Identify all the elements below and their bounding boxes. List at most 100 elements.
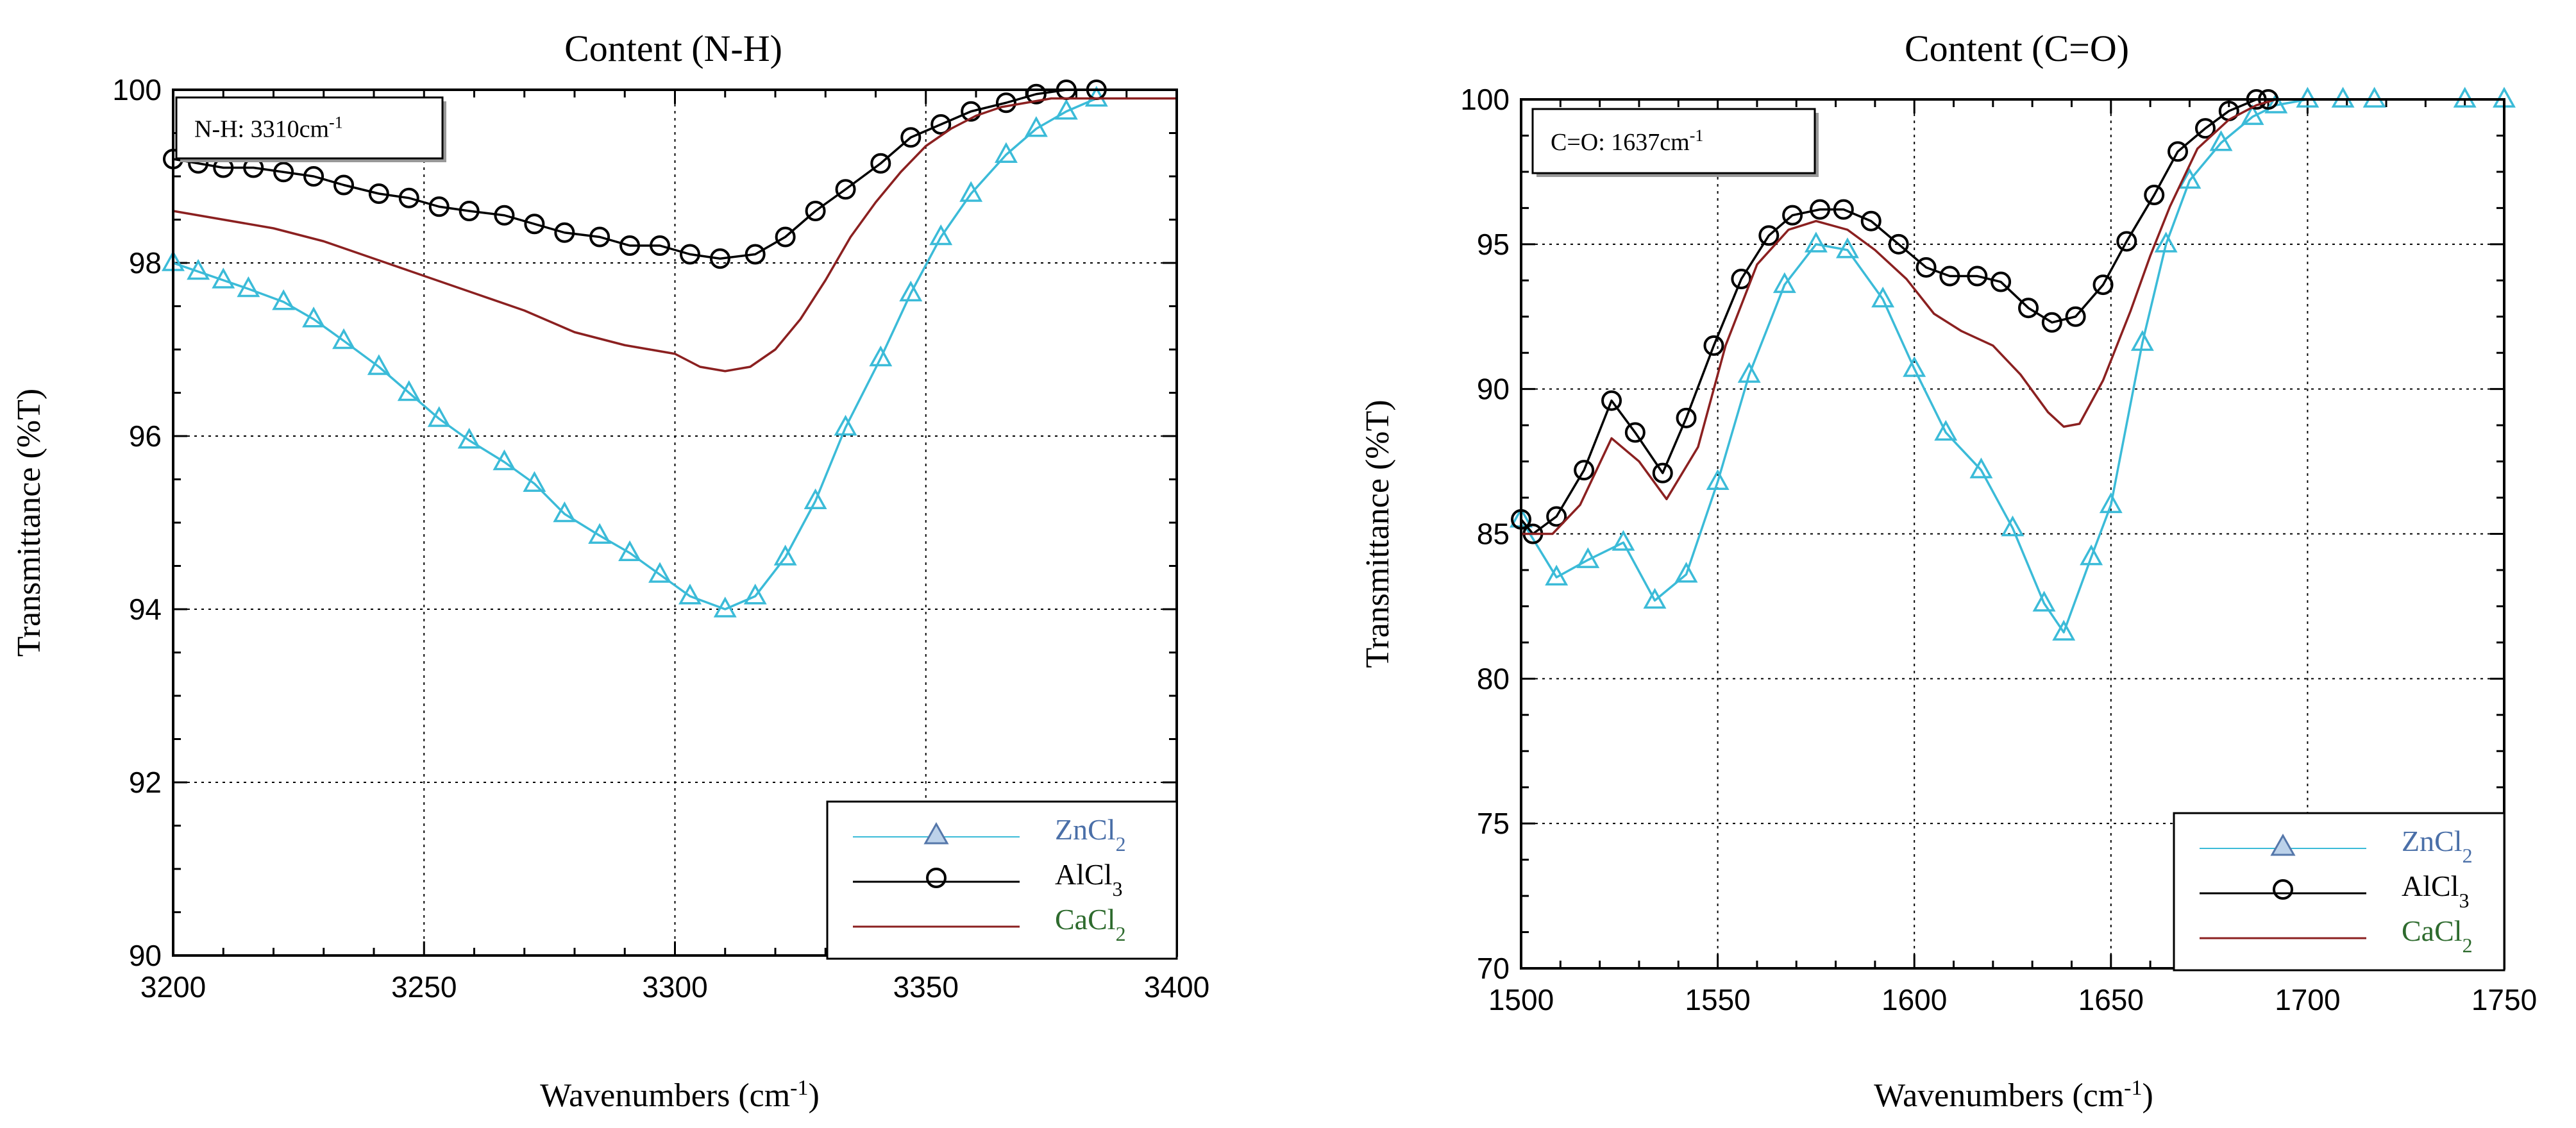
data-point [805, 201, 826, 221]
y-tick-label: 92 [129, 766, 162, 799]
data-point [2178, 167, 2201, 189]
y-axis-label: Transmittance (%T) [11, 389, 47, 657]
data-point [1967, 265, 1988, 287]
x-tick-label: 3200 [140, 970, 206, 1004]
data-point [930, 114, 952, 135]
y-tick-label: 80 [1477, 662, 1510, 695]
series-zncl2 [162, 85, 1108, 618]
data-point [2065, 306, 2086, 327]
x-axis-label: Wavenumbers (cm-1) [1874, 1076, 2153, 1115]
data-point [709, 248, 730, 269]
legend-label: CaCl2 [2402, 914, 2473, 957]
legend-marker [2273, 879, 2293, 900]
data-point [2453, 87, 2477, 108]
data-point [995, 92, 1016, 114]
annotation-box [175, 96, 444, 160]
plot-frame [172, 88, 1178, 957]
x-tick-label: 1750 [2471, 983, 2537, 1016]
plot-frame [1520, 98, 2505, 970]
data-point [367, 354, 391, 375]
data-point [273, 162, 294, 183]
data-point [1546, 506, 1567, 527]
data-point [994, 142, 1018, 163]
data-point [524, 214, 545, 235]
data-point [1833, 199, 1854, 220]
data-point [1574, 460, 1595, 481]
data-point [2052, 619, 2076, 641]
data-point [212, 267, 235, 289]
data-point [1643, 587, 1667, 609]
data-point [398, 187, 419, 208]
data-point [1576, 547, 1600, 568]
chart-title: Content (N-H) [564, 28, 782, 69]
series-line [1521, 98, 2504, 535]
y-tick-label: 96 [129, 419, 162, 453]
data-point [959, 181, 983, 202]
data-point [834, 414, 857, 436]
legend-label: ZnCl2 [2402, 825, 2473, 867]
data-point [332, 328, 356, 349]
data-point [2331, 87, 2355, 108]
data-point [1025, 83, 1047, 105]
data-point [428, 196, 450, 217]
data-point [187, 258, 210, 280]
y-tick-label: 98 [129, 246, 162, 280]
legend-label: AlCl3 [2402, 870, 2469, 912]
data-point [870, 153, 891, 174]
data-point [678, 584, 702, 605]
legend-marker [926, 868, 947, 888]
data-point [303, 166, 324, 187]
y-tick-label: 94 [129, 593, 162, 626]
y-tick-label: 85 [1477, 518, 1510, 551]
data-point [1888, 233, 1909, 255]
data-point [1804, 231, 1828, 253]
y-tick-label: 95 [1477, 228, 1510, 261]
data-point [2168, 141, 2189, 162]
x-tick-label: 3350 [893, 970, 959, 1004]
data-point [2032, 591, 2056, 612]
x-tick-label: 3300 [642, 970, 707, 1004]
x-tick-label: 1650 [2078, 983, 2144, 1016]
series-line [173, 97, 1097, 610]
data-point [1703, 335, 1724, 356]
data-point [1545, 564, 1569, 585]
series-cacl2 [173, 97, 1177, 373]
data-point [333, 174, 355, 196]
data-point [1810, 199, 1831, 220]
annotation-box [1531, 108, 1816, 174]
legend-marker [923, 821, 949, 845]
data-point [2130, 330, 2154, 351]
data-point [1835, 237, 1859, 258]
data-point [1674, 562, 1698, 583]
legend-label: CaCl2 [1055, 903, 1126, 945]
data-point [2092, 274, 2114, 296]
data-point [2362, 87, 2386, 108]
data-point [1612, 530, 1635, 551]
data-point [1737, 362, 1761, 383]
data-point [2241, 104, 2264, 125]
data-point [1860, 210, 1881, 231]
data-point [900, 127, 922, 148]
data-point [2041, 312, 2062, 333]
data-point [1871, 287, 1895, 308]
data-point [1758, 225, 1780, 246]
series-line [173, 88, 1097, 260]
data-point [713, 596, 737, 618]
data-point [554, 222, 575, 243]
data-point [2154, 231, 2178, 253]
data-point [899, 280, 923, 301]
data-point [589, 226, 610, 248]
y-tick-label: 75 [1477, 807, 1510, 840]
data-point [397, 380, 421, 401]
data-point [2001, 515, 2025, 537]
y-tick-label: 100 [1460, 83, 1510, 116]
series-alcl3 [1511, 89, 2279, 544]
data-point [679, 244, 700, 265]
y-tick-label: 100 [112, 73, 162, 106]
data-point [2080, 544, 2103, 566]
legend-label: ZnCl2 [1055, 813, 1126, 855]
data-point [1915, 257, 1937, 278]
data-point [745, 244, 766, 265]
data-point [272, 289, 296, 310]
annotation-text: N-H: 3310cm-1 [194, 113, 343, 143]
